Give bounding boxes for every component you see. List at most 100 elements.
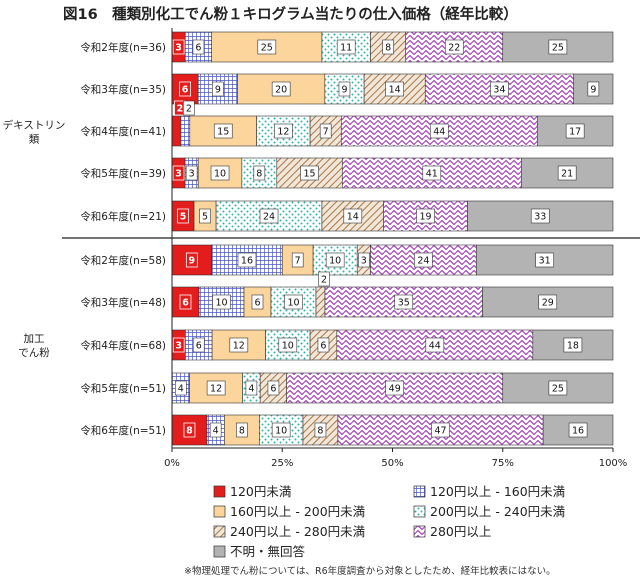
x-tick-label: 50% bbox=[381, 458, 403, 469]
data-label-box bbox=[237, 252, 257, 268]
data-label: 25 bbox=[552, 384, 564, 395]
data-label: 8 bbox=[385, 43, 391, 54]
data-label: 24 bbox=[263, 212, 275, 223]
data-label: 5 bbox=[202, 212, 208, 223]
data-label-box bbox=[175, 380, 187, 396]
data-label-box bbox=[245, 380, 258, 396]
data-label-box bbox=[538, 294, 558, 310]
data-label: 14 bbox=[389, 85, 401, 96]
bar-segment bbox=[315, 286, 326, 318]
data-label-box bbox=[229, 337, 249, 353]
data-label: 9 bbox=[189, 256, 196, 267]
data-label: 2 bbox=[177, 104, 184, 115]
data-label-box bbox=[563, 337, 583, 353]
footnote: ※物理処理でん粉については、R6年度調査から対象としたため、経年比較表にはない。 bbox=[184, 565, 556, 577]
data-label-box bbox=[192, 39, 205, 55]
data-label-box bbox=[490, 81, 509, 97]
data-label: 25 bbox=[552, 43, 564, 54]
data-label: 10 bbox=[275, 426, 287, 437]
data-label: 6 bbox=[182, 85, 189, 96]
data-label: 22 bbox=[448, 43, 460, 54]
x-tick-label: 75% bbox=[492, 458, 514, 469]
data-label-box bbox=[213, 123, 233, 139]
data-label-box bbox=[414, 252, 433, 268]
data-label-box bbox=[259, 208, 279, 224]
data-label: 9 bbox=[215, 85, 221, 96]
data-label: 7 bbox=[295, 256, 301, 267]
data-label-box bbox=[425, 337, 445, 353]
legend-label: 280円以上 bbox=[430, 524, 491, 539]
data-label-box bbox=[185, 165, 198, 181]
data-label-box bbox=[314, 422, 327, 438]
data-label-box bbox=[284, 294, 303, 310]
data-label: 9 bbox=[590, 85, 596, 96]
row-label: 令和6年度(n=21) bbox=[80, 210, 166, 223]
data-label: 16 bbox=[241, 256, 253, 267]
data-label-box bbox=[394, 294, 414, 310]
data-label: 15 bbox=[303, 169, 315, 180]
data-label-box bbox=[236, 422, 248, 438]
data-label: 3 bbox=[175, 169, 182, 180]
data-label-box bbox=[271, 81, 291, 97]
data-label-box bbox=[209, 422, 222, 438]
data-label: 47 bbox=[434, 426, 446, 437]
row-label: 令和4年度(n=68) bbox=[80, 339, 166, 352]
data-label: 3 bbox=[175, 341, 182, 352]
data-label: 3 bbox=[189, 169, 195, 180]
data-label-box bbox=[185, 252, 198, 268]
data-label-box bbox=[274, 123, 293, 139]
data-label-box bbox=[548, 39, 568, 55]
data-label: 10 bbox=[214, 169, 226, 180]
data-label-box bbox=[530, 208, 550, 224]
row-label: 令和2年度(n=36) bbox=[80, 41, 166, 54]
data-label-box bbox=[179, 81, 191, 97]
data-label: 31 bbox=[539, 256, 551, 267]
row-label: 令和5年度(n=39) bbox=[80, 167, 166, 180]
data-label: 21 bbox=[561, 169, 573, 180]
data-label-box bbox=[358, 252, 370, 268]
legend-swatch bbox=[413, 505, 426, 518]
row-label: 令和3年度(n=48) bbox=[80, 296, 166, 309]
group-label: 加工 bbox=[24, 333, 45, 345]
data-label: 8 bbox=[186, 426, 193, 437]
x-tick-label: 0% bbox=[164, 458, 180, 469]
data-label: 19 bbox=[420, 212, 432, 223]
legend-label: 120円未満 bbox=[230, 484, 291, 499]
data-label-box bbox=[336, 39, 356, 55]
bar-segment bbox=[180, 115, 191, 147]
data-label: 10 bbox=[287, 298, 299, 309]
data-label: 10 bbox=[215, 298, 227, 309]
group-label: 類 bbox=[29, 134, 40, 146]
data-label: 41 bbox=[426, 169, 438, 180]
x-tick-label: 100% bbox=[599, 458, 628, 469]
data-label-box bbox=[431, 422, 450, 438]
legend-label: 120円以上 - 160円未満 bbox=[430, 484, 565, 499]
data-label: 6 bbox=[182, 298, 189, 309]
data-label: 18 bbox=[567, 341, 579, 352]
data-label: 6 bbox=[195, 43, 201, 54]
data-label-box bbox=[557, 165, 577, 181]
chart-title: 図16 種類別化工でん粉１キログラム当たりの仕入価格（経年比較） bbox=[63, 5, 518, 23]
data-label-box bbox=[444, 39, 464, 55]
data-label: 8 bbox=[256, 169, 262, 180]
data-label: 10 bbox=[282, 341, 294, 352]
data-label-box bbox=[172, 39, 185, 55]
data-label: 12 bbox=[277, 127, 289, 138]
data-label: 20 bbox=[275, 85, 287, 96]
data-label-box bbox=[416, 208, 435, 224]
data-label: 44 bbox=[433, 127, 445, 138]
data-label-box bbox=[251, 294, 264, 310]
data-label-box bbox=[422, 165, 442, 181]
data-label: 11 bbox=[340, 43, 352, 54]
data-label: 49 bbox=[389, 384, 401, 395]
data-label: 14 bbox=[347, 212, 359, 223]
data-label-box bbox=[257, 39, 277, 55]
data-label: 8 bbox=[239, 426, 245, 437]
data-label: 5 bbox=[180, 212, 187, 223]
legend-swatch bbox=[413, 485, 426, 498]
data-label-box bbox=[183, 100, 195, 116]
data-label-box bbox=[183, 422, 196, 438]
data-label-box bbox=[206, 380, 226, 396]
